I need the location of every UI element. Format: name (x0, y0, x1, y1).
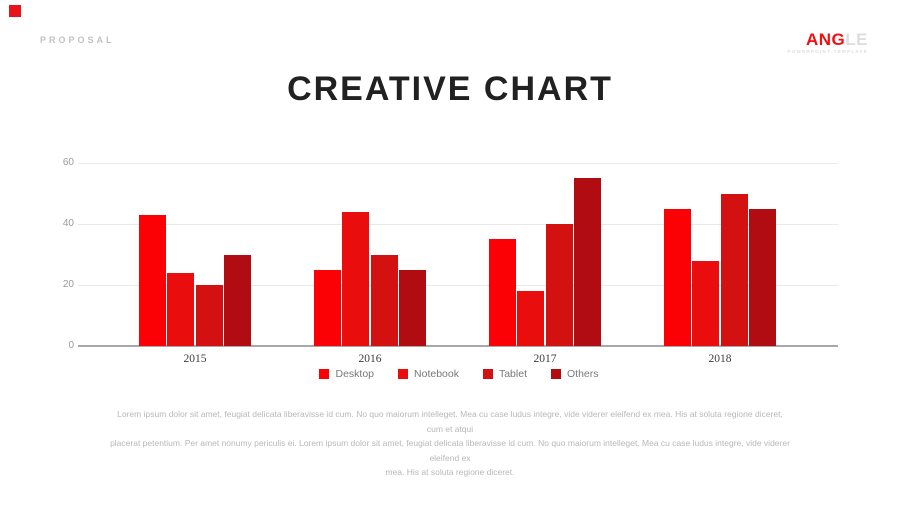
legend-item-tablet: Tablet (482, 368, 527, 380)
eyebrow-label: PROPOSAL (40, 35, 115, 45)
bar-notebook-2018 (692, 260, 720, 346)
page-title: CREATIVE CHART (287, 70, 613, 108)
legend-label-others: Others (567, 368, 599, 380)
legend-item-others: Others (551, 368, 599, 380)
y-tick-label-40: 40 (62, 218, 74, 229)
bar-tablet-2018 (720, 193, 748, 346)
bar-desktop-2017 (488, 239, 516, 346)
brand-logo: ANGLE POWERPOINT TEMPLATE (787, 31, 868, 55)
x-axis-line (78, 345, 838, 347)
body-paragraph: Lorem ipsum dolor sit amet, feugiat deli… (110, 407, 790, 480)
y-tick-label-20: 20 (62, 279, 74, 290)
y-tick-label-60: 60 (62, 157, 74, 168)
bar-others-2016 (399, 269, 427, 346)
legend-swatch-desktop (319, 369, 330, 379)
bar-notebook-2017 (517, 291, 545, 346)
chart-legend: Desktop Notebook Tablet Others (80, 368, 838, 380)
gridline-60 (78, 163, 838, 164)
bar-others-2017 (574, 178, 602, 346)
brand-tagline: POWERPOINT TEMPLATE (787, 49, 868, 54)
bar-others-2018 (749, 208, 777, 346)
x-axis-label-2017: 2017 (533, 353, 557, 365)
x-axis-label-2018: 2018 (708, 353, 732, 365)
bar-tablet-2015 (195, 285, 223, 346)
bar-desktop-2018 (663, 208, 691, 346)
x-axis-label-2015: 2015 (183, 353, 207, 365)
x-axis-label-2016: 2016 (358, 353, 382, 365)
y-tick-label-0: 0 (68, 340, 74, 351)
body-line-1: Lorem ipsum dolor sit amet, feugiat deli… (117, 409, 783, 434)
legend-item-desktop: Desktop (319, 368, 374, 380)
bar-others-2015 (224, 254, 252, 346)
bar-desktop-2016 (313, 269, 341, 346)
bar-notebook-2016 (342, 211, 370, 346)
corner-accent-square (9, 5, 21, 17)
bar-chart: 0 20 40 60 2015 2016 2017 2018 Desktop Notebook Ta… (0, 150, 900, 400)
legend-swatch-others (551, 369, 561, 379)
legend-label-desktop: Desktop (335, 368, 375, 380)
body-line-2: placerat petentium. Per amet nonumy peri… (110, 438, 790, 463)
bar-notebook-2015 (167, 272, 195, 346)
legend-swatch-notebook (398, 369, 409, 379)
brand-name: ANGLE (787, 31, 868, 48)
bar-tablet-2017 (545, 224, 573, 346)
legend-swatch-tablet (482, 369, 493, 379)
brand-name-rest: LE (845, 30, 868, 49)
gridline-40 (78, 224, 838, 225)
body-line-3: mea. His at soluta regione diceret. (385, 467, 515, 477)
legend-label-tablet: Tablet (498, 368, 527, 380)
gridline-20 (78, 285, 838, 286)
legend-item-notebook: Notebook (398, 368, 459, 380)
bar-desktop-2015 (138, 214, 166, 346)
legend-label-notebook: Notebook (414, 368, 459, 380)
brand-name-accent: ANG (805, 30, 846, 49)
bar-tablet-2016 (370, 254, 398, 346)
